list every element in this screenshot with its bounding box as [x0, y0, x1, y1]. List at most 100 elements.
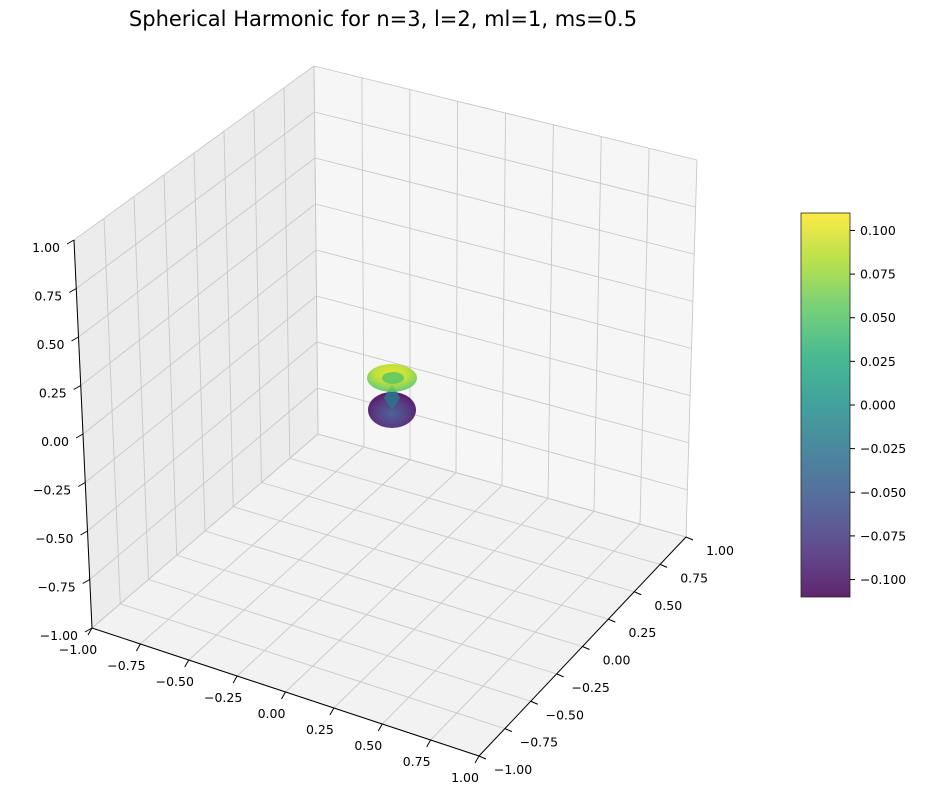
colorbar-tick-label: 0.025: [860, 354, 896, 369]
y-tick-mark: [530, 700, 538, 705]
y-tick-label: −0.75: [520, 735, 558, 750]
z-tick-mark: [66, 239, 75, 245]
z-tick-label: 0.00: [41, 434, 69, 449]
y-tick-label: 0.25: [628, 625, 656, 640]
surface-plot: [367, 364, 417, 428]
colorbar-tick-label: 0.050: [860, 310, 896, 325]
back-wall-gridline-z: [315, 249, 692, 349]
floor-pane: [92, 434, 686, 756]
z-tick-mark: [78, 482, 86, 487]
colorbar-tick-label: −0.050: [860, 485, 906, 500]
left-wall-gridline-y: [313, 65, 319, 435]
floor-gridline-y: [204, 530, 583, 647]
y-tick-label: 0.50: [654, 598, 682, 613]
y-tick-mark: [608, 618, 616, 623]
back-wall-gridline-x: [593, 136, 602, 512]
colorbar-tick-label: −0.025: [860, 441, 906, 456]
z-tick-label: 0.25: [39, 386, 67, 401]
axis-lines: [66, 239, 694, 764]
y-tick-mark: [582, 646, 590, 650]
colorbar-tick-label: 0.075: [860, 267, 896, 282]
left-wall-gridline-y: [253, 109, 262, 483]
x-tick-mark: [329, 707, 335, 716]
back-wall-gridline-x: [639, 148, 650, 525]
y-tick-label: 0.00: [603, 653, 631, 668]
lobe-neck: [384, 383, 400, 410]
x-tick-label: 0.50: [354, 738, 382, 753]
floor-gridline-x: [430, 523, 641, 741]
floor-gridline-y: [233, 506, 609, 620]
left-wall-gridline-z: [73, 65, 315, 241]
left-wall-gridline-z: [75, 111, 315, 289]
x-tick-mark: [474, 755, 480, 764]
x-tick-label: −0.75: [107, 658, 145, 673]
axis-tick-labels: −1.00 −0.75 −0.50 −0.25 0.00 0.25 0.50 0.75 1.00…: [32, 240, 734, 785]
x-tick-label: 1.00: [451, 770, 479, 785]
z-tick-label: −1.00: [40, 628, 78, 643]
x-tick-mark: [281, 691, 286, 700]
z-tick-mark: [82, 579, 90, 584]
y-tick-label: −0.50: [546, 707, 584, 722]
floor-gridline-y: [289, 457, 661, 565]
z-tick-mark: [80, 530, 88, 536]
y-tick-label: 0.75: [680, 570, 708, 585]
z-tick-mark: [69, 288, 77, 293]
z-tick-label: 1.00: [32, 240, 60, 255]
back-wall-gridline-z: [313, 65, 698, 161]
left-wall-gridline-y: [283, 87, 291, 459]
x-tick-label: 0.75: [403, 754, 431, 769]
y-tick-mark: [556, 673, 564, 678]
left-wall-gridline-z: [80, 203, 316, 386]
back-wall-gridline-z: [314, 111, 696, 208]
y-tick-label: −1.00: [494, 762, 532, 777]
y-tick-mark: [478, 755, 487, 760]
y-tick-label: 1.00: [706, 543, 734, 558]
y-tick-label: −0.25: [571, 680, 609, 695]
floor-gridline-x: [333, 498, 549, 709]
chart-title: Spherical Harmonic for n=3, l=2, ml=1, m…: [129, 7, 637, 31]
z-tick-label: −0.25: [33, 483, 71, 498]
back-wall-gridline-x: [685, 159, 698, 538]
floor-gridline-y: [261, 482, 635, 593]
floor-gridline-x: [381, 510, 595, 725]
axes-gridlines: [73, 65, 698, 757]
back-wall-gridline-z: [314, 157, 695, 255]
colorbar-gradient: [800, 212, 851, 598]
x-tick-mark: [135, 643, 141, 652]
z-tick-mark: [73, 385, 81, 390]
colorbar: 0.100 0.075 0.050 0.025 0.000 −0.025 −0.050 −0.…: [800, 212, 906, 598]
z-tick-label: −0.75: [37, 580, 75, 595]
z-tick-mark: [84, 627, 93, 633]
back-wall-gridline-z: [315, 203, 693, 302]
z-tick-mark: [71, 336, 79, 342]
y-tick-mark: [659, 563, 668, 568]
y-tick-mark: [634, 591, 642, 596]
x-tick-label: 0.25: [306, 722, 334, 737]
z-tick-label: −0.50: [35, 531, 73, 546]
y-tick-mark: [685, 536, 694, 541]
colorbar-tick-label: −0.075: [860, 528, 906, 543]
x-tick-mark: [426, 739, 432, 748]
colorbar-tick-label: 0.000: [860, 398, 896, 413]
x-tick-label: 0.00: [258, 706, 286, 721]
x-tick-mark: [184, 659, 190, 668]
x-tick-mark: [87, 627, 93, 636]
z-tick-label: 0.50: [37, 337, 65, 352]
left-wall-pane: [74, 66, 318, 628]
x-tick-label: −0.25: [204, 690, 242, 705]
colorbar-tick-label: 0.100: [860, 223, 896, 238]
x-tick-label: −1.00: [59, 642, 97, 657]
left-wall-gridline-z: [82, 249, 317, 435]
z-tick-label: 0.75: [34, 289, 62, 304]
z-tick-mark: [75, 433, 84, 439]
y-tick-mark: [504, 728, 513, 733]
x-tick-label: −0.50: [156, 674, 194, 689]
left-wall-gridline-y: [223, 131, 234, 507]
left-wall-gridline-z: [78, 157, 316, 338]
x-tick-mark: [377, 723, 383, 732]
colorbar-tick-label: −0.100: [860, 572, 906, 587]
floor-gridline-y: [317, 433, 687, 538]
back-wall-gridline-x: [547, 124, 554, 499]
upper-lobe-inner: [382, 372, 404, 384]
